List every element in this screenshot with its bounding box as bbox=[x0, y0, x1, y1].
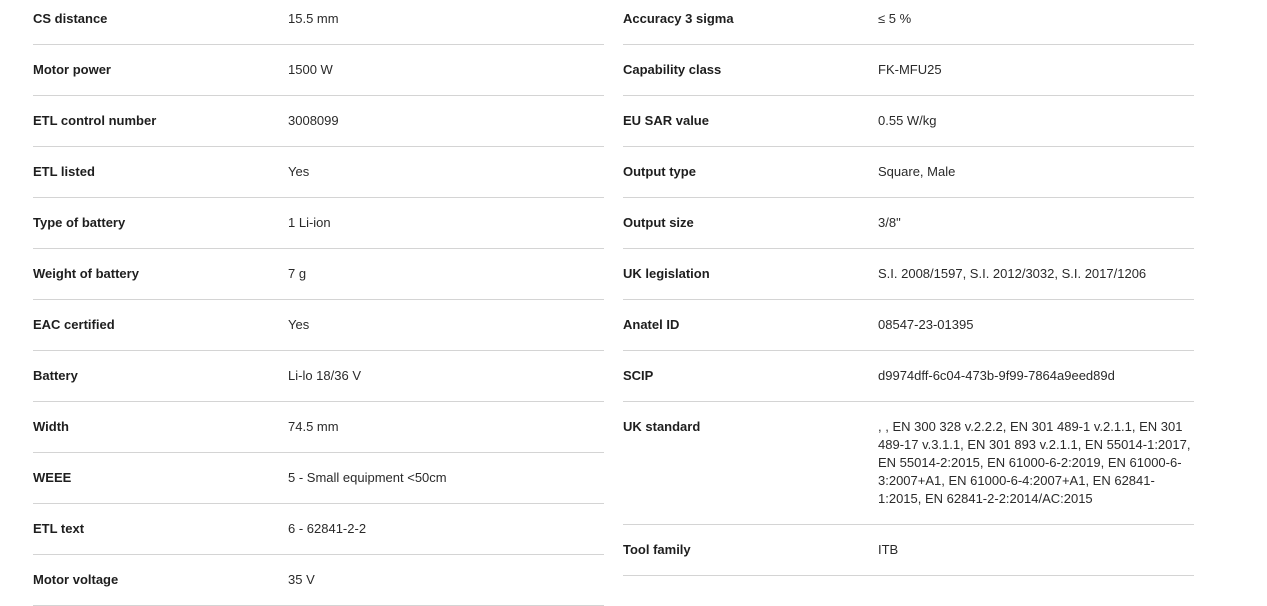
spec-row: EAC certified Yes bbox=[33, 300, 604, 351]
spec-label: EU SAR value bbox=[623, 113, 709, 128]
spec-value: d9974dff-6c04-473b-9f99-7864a9eed89d bbox=[878, 368, 1115, 383]
spec-label: Output size bbox=[623, 215, 694, 230]
spec-value: ≤ 5 % bbox=[878, 11, 912, 26]
spec-value: 08547-23-01395 bbox=[878, 317, 974, 332]
spec-label: Capability class bbox=[623, 62, 722, 77]
spec-row: CS distance 15.5 mm bbox=[33, 0, 604, 45]
spec-table-right: Accuracy 3 sigma ≤ 5 % Capability class FK-… bbox=[623, 0, 1194, 576]
spec-value: 3008099 bbox=[288, 113, 339, 128]
spec-label: ETL listed bbox=[33, 164, 95, 179]
spec-label: Anatel ID bbox=[623, 317, 680, 332]
spec-row: Anatel ID 08547-23-01395 bbox=[623, 300, 1194, 351]
spec-label: Motor power bbox=[33, 62, 111, 77]
spec-row: SCIP d9974dff-6c04-473b-9f99-7864a9eed89d bbox=[623, 351, 1194, 402]
spec-row: Weight of battery 7 g bbox=[33, 249, 604, 300]
spec-value: 3/8" bbox=[878, 215, 901, 230]
spec-table-left: CS distance 15.5 mm Motor power 1500 W ETL c… bbox=[33, 0, 604, 606]
spec-value: 74.5 mm bbox=[288, 419, 339, 434]
spec-value: 15.5 mm bbox=[288, 11, 339, 26]
spec-row: Battery Li-lo 18/36 V bbox=[33, 351, 604, 402]
spec-row: Tool family ITB bbox=[623, 525, 1194, 576]
spec-value: Yes bbox=[288, 164, 310, 179]
spec-value: 35 V bbox=[288, 572, 315, 587]
spec-label: ETL control number bbox=[33, 113, 157, 128]
spec-value: 7 g bbox=[288, 266, 307, 281]
spec-value: 1 Li-ion bbox=[288, 215, 331, 230]
spec-row: Width 74.5 mm bbox=[33, 402, 604, 453]
spec-label: EAC certified bbox=[33, 317, 115, 332]
spec-row: ETL text 6 - 62841-2-2 bbox=[33, 504, 604, 555]
spec-label: Type of battery bbox=[33, 215, 126, 230]
spec-label: Width bbox=[33, 419, 69, 434]
spec-value: S.I. 2008/1597, S.I. 2012/3032, S.I. 201… bbox=[878, 266, 1147, 281]
spec-label: UK standard bbox=[623, 419, 701, 434]
spec-value: Li-lo 18/36 V bbox=[288, 368, 361, 383]
spec-label: Output type bbox=[623, 164, 696, 179]
spec-row: ETL listed Yes bbox=[33, 147, 604, 198]
spec-value: ITB bbox=[878, 542, 899, 557]
spec-row: UK legislation S.I. 2008/1597, S.I. 2012/… bbox=[623, 249, 1194, 300]
spec-value: Square, Male bbox=[878, 164, 956, 179]
spec-label: Tool family bbox=[623, 542, 691, 557]
spec-value: 0.55 W/kg bbox=[878, 113, 937, 128]
spec-row: WEEE 5 - Small equipment <50cm bbox=[33, 453, 604, 504]
spec-value: Yes bbox=[288, 317, 310, 332]
spec-row: Output size 3/8" bbox=[623, 198, 1194, 249]
spec-label: Weight of battery bbox=[33, 266, 139, 281]
spec-row: Type of battery 1 Li-ion bbox=[33, 198, 604, 249]
spec-label: Battery bbox=[33, 368, 78, 383]
spec-label: WEEE bbox=[33, 470, 72, 485]
spec-value: FK-MFU25 bbox=[878, 62, 942, 77]
spec-label: Accuracy 3 sigma bbox=[623, 11, 734, 26]
spec-value: 5 - Small equipment <50cm bbox=[288, 470, 447, 485]
spec-label: CS distance bbox=[33, 11, 108, 26]
spec-label: ETL text bbox=[33, 521, 85, 536]
spec-row: ETL control number 3008099 bbox=[33, 96, 604, 147]
spec-label: SCIP bbox=[623, 368, 654, 383]
spec-value: 1500 W bbox=[288, 62, 333, 77]
spec-value: , , EN 300 328 v.2.2.2, EN 301 489-1 v.2… bbox=[878, 419, 1191, 506]
spec-label: UK legislation bbox=[623, 266, 710, 281]
spec-value: 6 - 62841-2-2 bbox=[288, 521, 367, 536]
spec-row: Output type Square, Male bbox=[623, 147, 1194, 198]
spec-row: Motor power 1500 W bbox=[33, 45, 604, 96]
spec-row: EU SAR value 0.55 W/kg bbox=[623, 96, 1194, 147]
spec-label: Motor voltage bbox=[33, 572, 119, 587]
spec-row: Motor voltage 35 V bbox=[33, 555, 604, 606]
spec-row: Accuracy 3 sigma ≤ 5 % bbox=[623, 0, 1194, 45]
spec-row: Capability class FK-MFU25 bbox=[623, 45, 1194, 96]
spec-row: UK standard , , EN 300 328 v.2.2.2, EN 30… bbox=[623, 402, 1194, 525]
